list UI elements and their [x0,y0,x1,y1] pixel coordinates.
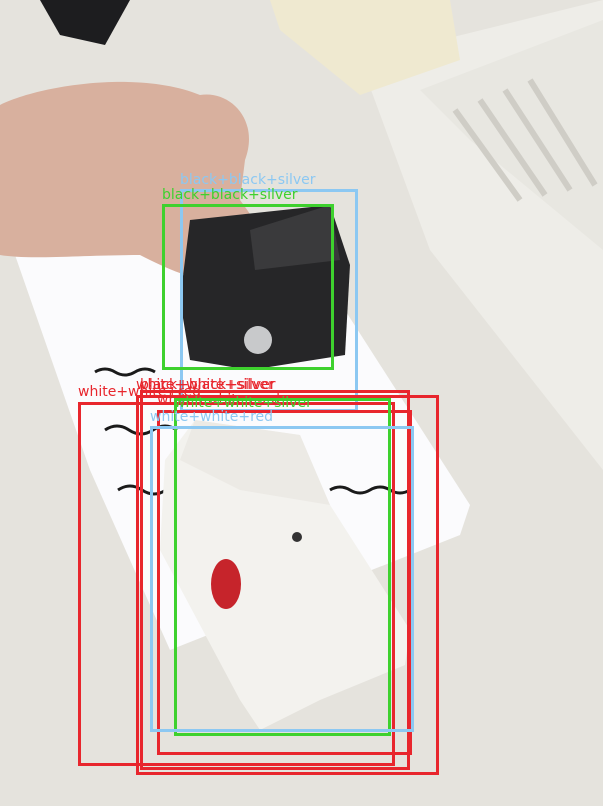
detection-box [162,204,334,370]
white-box [160,420,410,730]
white-box-red-button [211,559,241,609]
device-top-right [270,0,460,95]
white-box-screw [292,532,302,542]
detection-box [136,395,439,775]
detection-box [78,402,395,766]
detection-box [150,426,414,732]
black-object-top [40,0,130,45]
black-box-silver-button [244,326,272,354]
radiator [420,20,603,250]
detection-box [174,398,391,736]
detection-box [140,390,410,770]
detection-box [157,410,412,755]
